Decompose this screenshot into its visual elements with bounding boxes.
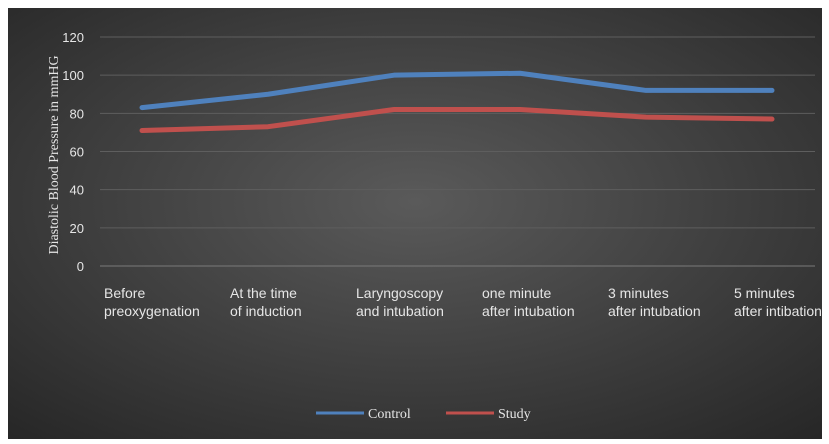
x-tick-label-line: preoxygenation	[104, 303, 200, 319]
y-tick-label: 80	[70, 106, 84, 121]
x-tick-label-line: 3 minutes	[608, 285, 669, 301]
y-tick-label: 0	[77, 259, 84, 274]
y-tick-label: 60	[70, 145, 84, 160]
legend-label-control: Control	[368, 407, 411, 422]
y-axis-label: Diastolic Blood Pressure in mmHG	[47, 55, 62, 254]
x-tick-label-line: and intubation	[356, 303, 444, 319]
x-tick-label-line: Laryngoscopy	[356, 285, 443, 301]
x-tick-label-line: 5 minutes	[734, 285, 795, 301]
x-tick-label-line: At the time	[230, 285, 297, 301]
y-tick-label: 100	[62, 68, 84, 83]
y-tick-label: 40	[70, 183, 84, 198]
x-tick-label-line: after intibation	[734, 303, 822, 319]
x-tick-label-line: Before	[104, 285, 145, 301]
x-tick-label-line: after intubation	[608, 303, 701, 319]
x-tick-label-line: one minute	[482, 285, 551, 301]
x-tick-label-line: of induction	[230, 303, 302, 319]
x-tick-label-line: after intubation	[482, 303, 575, 319]
y-tick-label: 20	[70, 221, 84, 236]
y-tick-label: 120	[62, 30, 84, 45]
legend-label-study: Study	[498, 407, 531, 422]
